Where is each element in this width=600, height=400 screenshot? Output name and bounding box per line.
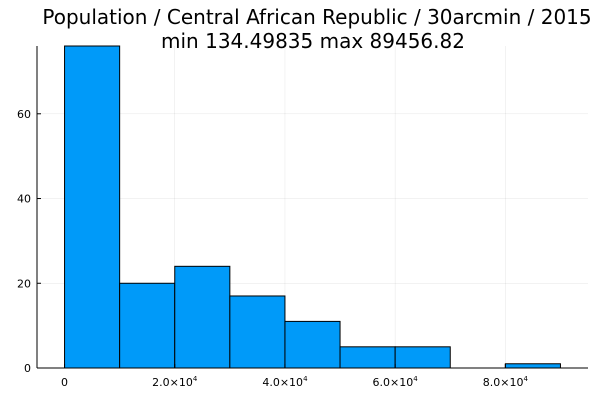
chart-title-line-2: min 134.49835 max 89456.82 xyxy=(161,29,465,53)
x-tick-label: 2.0×104 xyxy=(152,375,198,389)
histogram-bar xyxy=(394,346,451,369)
histogram-bar xyxy=(339,346,396,369)
x-tick-label: 8.0×104 xyxy=(483,375,529,389)
chart-title-line-1: Population / Central African Republic / … xyxy=(42,5,591,29)
x-tick-label: 0 xyxy=(61,376,68,389)
x-tick-label: 4.0×104 xyxy=(262,375,308,389)
y-tick-label: 60 xyxy=(17,108,31,121)
y-tick-label: 20 xyxy=(17,277,31,290)
y-tick-label: 0 xyxy=(24,362,31,375)
histogram-bar xyxy=(64,45,121,369)
histogram-bar xyxy=(284,320,341,369)
x-tick-labels: 0 2.0×104 4.0×104 6.0×104 8.0×104 xyxy=(61,364,528,389)
x-tick-label: 6.0×104 xyxy=(373,375,419,389)
y-tick-labels: 0 20 40 60 xyxy=(17,108,41,375)
histogram-bar xyxy=(174,265,231,369)
bars xyxy=(64,45,561,369)
y-tick-label: 40 xyxy=(17,193,31,206)
histogram-bar xyxy=(229,295,286,369)
histogram-bar xyxy=(504,363,561,369)
axes xyxy=(36,46,588,369)
histogram-bar xyxy=(119,282,176,369)
